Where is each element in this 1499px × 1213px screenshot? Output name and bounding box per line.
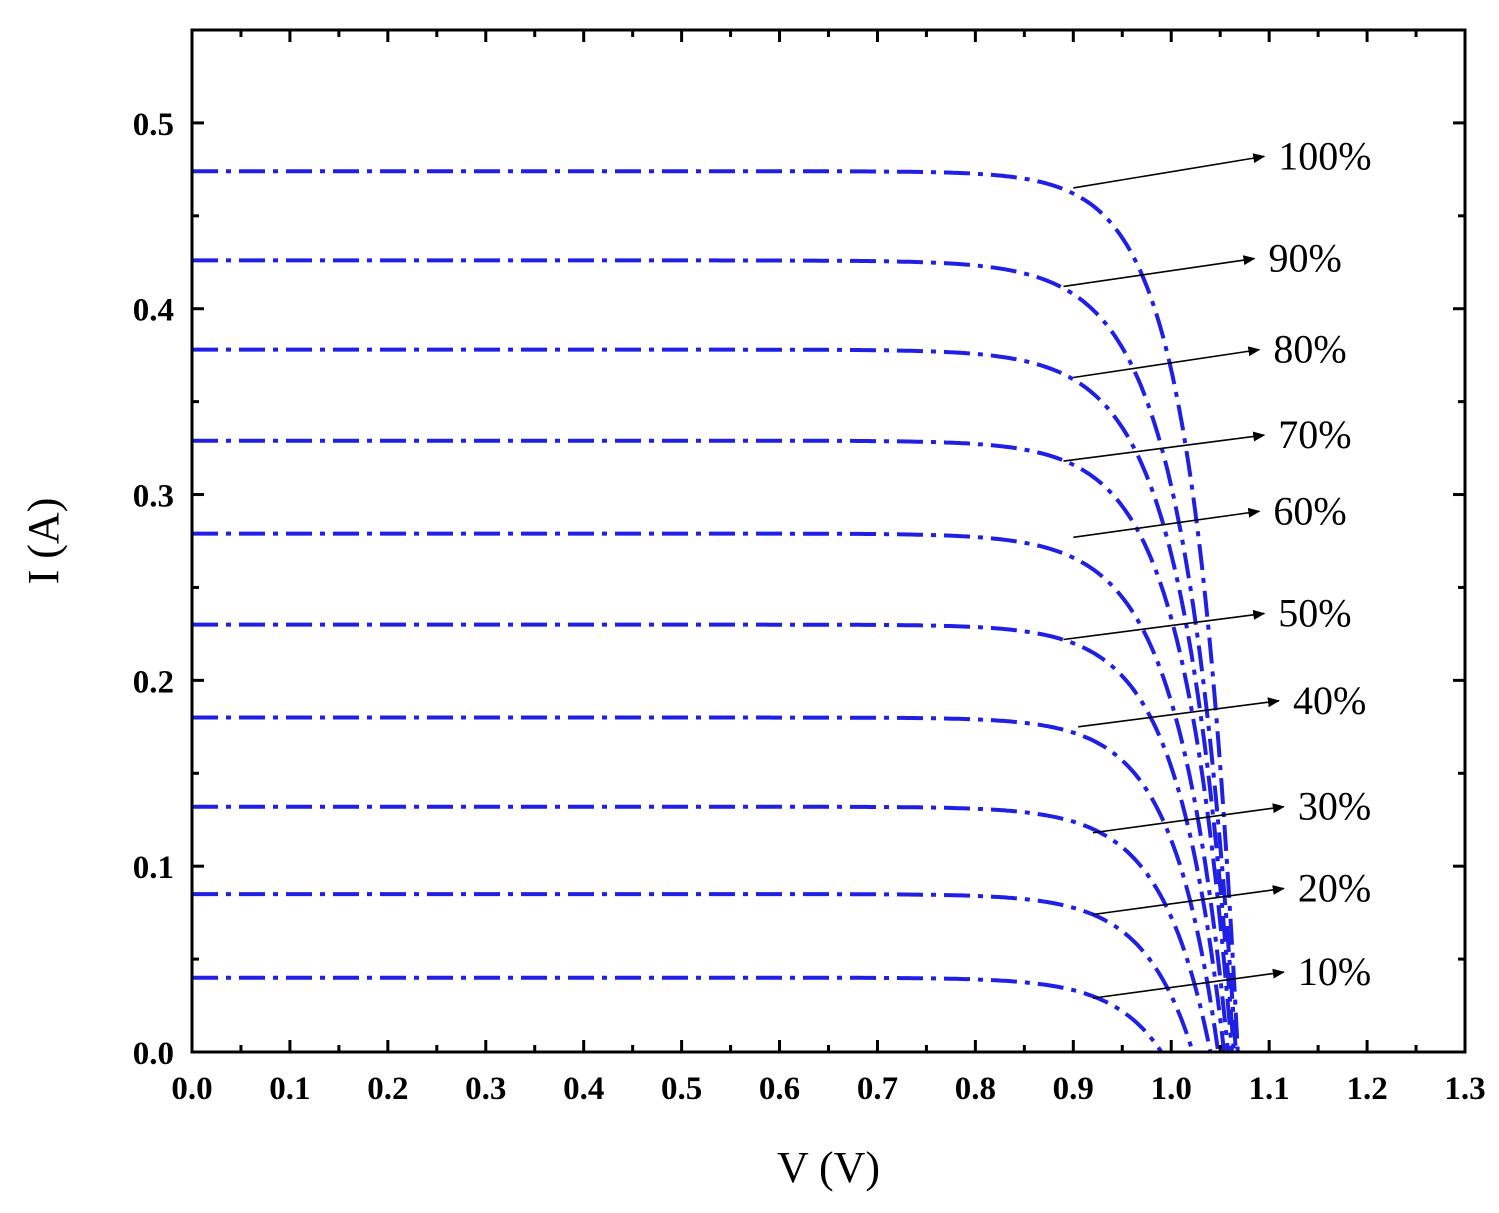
annotation-arrow [1063,431,1266,462]
series-line-90-percent [192,258,1238,1053]
series-line-70-percent [192,438,1234,1053]
annotation-label: 10% [1298,949,1371,994]
y-tick-label: 0.2 [133,664,174,700]
x-tick-label: 0.1 [269,1071,310,1107]
annotation-arrow [1092,968,1285,999]
y-tick-label: 0.4 [133,293,174,329]
ticks-layer: 0.0 0.1 0.2 0.3 0.4 0.5 0.6 0.7 0.8 0.9 1.0 1.1 1.2 1… [133,28,1486,1107]
series-line-60-percent [192,531,1230,1053]
series-line-50-percent [192,622,1227,1053]
series-line-40-percent [192,715,1221,1053]
x-tick-label: 0.0 [171,1071,212,1107]
y-tick-label: 0.0 [133,1036,174,1072]
x-tick-label: 0.4 [563,1071,604,1107]
annotation-arrow [1063,255,1256,288]
annotation-arrow [1078,697,1280,728]
x-tick-label: 1.1 [1249,1071,1290,1107]
annotation-label: 90% [1268,236,1341,281]
x-tick-label: 1.0 [1151,1071,1192,1107]
annotations-layer: 100% 90% 80% 70% 60% 50% 40% 30% 20% 10% [1063,133,1372,999]
series-line-100-percent [192,169,1240,1053]
annotation-arrow [1073,153,1266,189]
series-line-10-percent [192,975,1164,1054]
curves-layer [192,169,1240,1054]
x-tick-label: 0.9 [1053,1071,1094,1107]
x-tick-label: 0.6 [759,1071,800,1107]
x-tick-label: 0.7 [857,1071,898,1107]
annotation-arrow [1063,609,1266,641]
x-tick-label: 0.5 [661,1071,702,1107]
x-tick-label: 0.8 [955,1071,996,1107]
plot-frame [190,28,1467,1054]
annotation-arrow [1092,803,1285,834]
y-tick-label: 0.3 [133,479,174,515]
x-axis-label: V (V) [777,1143,880,1192]
annotation-label: 50% [1278,590,1351,635]
x-tick-label: 1.2 [1346,1071,1387,1107]
annotation-label: 80% [1273,327,1346,372]
y-axis-label: I (A) [19,498,68,585]
annotation-arrow [1073,507,1261,539]
x-tick-label: 1.3 [1444,1071,1485,1107]
series-line-20-percent [192,892,1195,1053]
x-tick-label: 0.2 [367,1071,408,1107]
annotation-label: 100% [1278,133,1371,178]
x-tick-label: 0.3 [465,1071,506,1107]
annotation-label: 70% [1278,412,1351,457]
annotation-label: 60% [1273,488,1346,533]
series-line-30-percent [192,804,1213,1053]
annotation-label: 40% [1293,678,1366,723]
y-tick-label: 0.5 [133,107,174,143]
annotation-label: 30% [1298,784,1371,829]
annotation-arrow [1073,346,1261,379]
annotation-arrow [1092,885,1285,916]
annotation-label: 20% [1298,865,1371,910]
series-line-80-percent [192,347,1236,1053]
y-tick-label: 0.1 [133,850,174,886]
